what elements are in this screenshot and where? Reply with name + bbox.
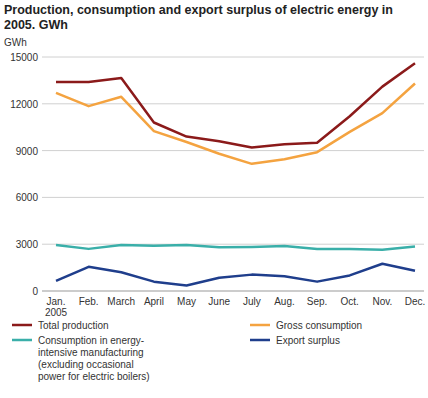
legend-label: Export surplus: [276, 335, 340, 346]
text-line: Jan.: [47, 296, 66, 307]
legend-swatch: [12, 339, 32, 342]
x-tick-label: April: [144, 296, 164, 307]
text-line: Export surplus: [276, 335, 340, 346]
x-tick-label: Nov.: [372, 296, 392, 307]
y-tick-label: 6000: [16, 192, 39, 203]
y-tick-label: 0: [32, 286, 38, 297]
text-line: (excluding occasional: [38, 359, 134, 370]
text-line: intensive manufacturing: [38, 347, 144, 358]
text-line: 2005. GWh: [4, 18, 68, 32]
text-line: 2005: [45, 307, 68, 318]
y-tick-label: 3000: [16, 239, 39, 250]
legend-swatch: [12, 324, 32, 327]
legend-label: Consumption in energy-intensive manufact…: [38, 335, 150, 382]
series-line: [56, 245, 415, 250]
text-line: Total production: [38, 320, 109, 331]
grid-line: [42, 291, 424, 292]
grid-line: [42, 197, 424, 198]
text-line: Consumption in energy-: [38, 335, 144, 346]
x-tick-label: Dec.: [405, 296, 426, 307]
x-tick-label: Sep.: [307, 296, 328, 307]
series-line: [56, 84, 415, 164]
x-tick-label: July: [243, 296, 261, 307]
text-line: Feb.: [79, 296, 99, 307]
y-tick-label: 12000: [10, 99, 38, 110]
text-line: power for electric boilers): [38, 371, 150, 382]
x-tick-label: Jan.2005: [45, 296, 68, 318]
text-line: April: [144, 296, 164, 307]
x-tick-label: June: [208, 296, 230, 307]
x-tick-label: Oct.: [341, 296, 359, 307]
chart: Production, consumption and export surpl…: [0, 0, 428, 398]
text-line: March: [107, 296, 135, 307]
y-tick-label: 9000: [16, 146, 39, 157]
legend-swatch: [250, 339, 270, 342]
legend-swatch: [250, 324, 270, 327]
text-line: Oct.: [341, 296, 359, 307]
y-axis-label: GWh: [4, 37, 27, 48]
text-line: Dec.: [405, 296, 426, 307]
x-tick-label: March: [107, 296, 135, 307]
text-line: Nov.: [372, 296, 392, 307]
grid-line: [42, 57, 424, 58]
series-line: [56, 264, 415, 286]
y-tick-label: 15000: [10, 52, 38, 63]
series-line: [56, 63, 415, 147]
legend-label: Gross consumption: [276, 320, 362, 331]
x-tick-label: Feb.: [79, 296, 99, 307]
text-line: June: [208, 296, 230, 307]
plot-area: [56, 63, 415, 285]
legend-label: Total production: [38, 320, 109, 331]
text-line: Production, consumption and export surpl…: [4, 3, 393, 17]
x-tick-label: May: [177, 296, 196, 307]
text-line: Gross consumption: [276, 320, 362, 331]
grid-line: [42, 150, 424, 151]
text-line: May: [177, 296, 196, 307]
x-tick-label: Aug.: [274, 296, 295, 307]
text-line: Aug.: [274, 296, 295, 307]
grid-line: [42, 244, 424, 245]
text-line: Sep.: [307, 296, 328, 307]
title: Production, consumption and export surpl…: [4, 3, 393, 32]
text-line: July: [243, 296, 261, 307]
